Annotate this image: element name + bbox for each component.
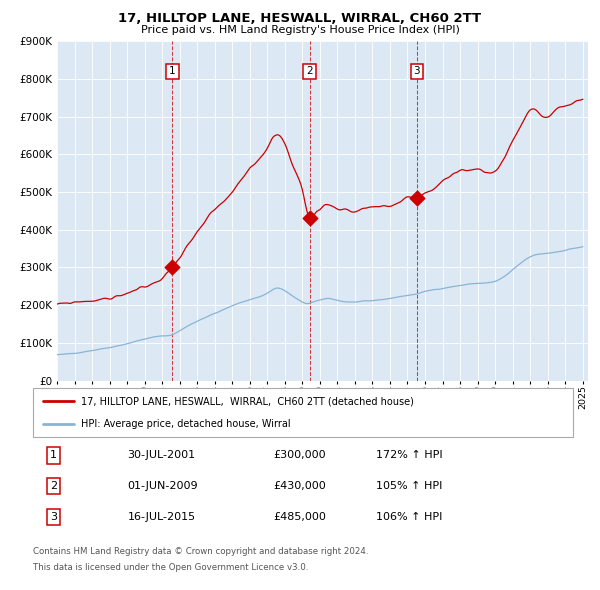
Text: £430,000: £430,000 — [274, 481, 326, 491]
Text: 3: 3 — [50, 512, 57, 522]
Text: 16-JUL-2015: 16-JUL-2015 — [128, 512, 196, 522]
Text: HPI: Average price, detached house, Wirral: HPI: Average price, detached house, Wirr… — [80, 418, 290, 428]
Text: This data is licensed under the Open Government Licence v3.0.: This data is licensed under the Open Gov… — [33, 563, 308, 572]
Point — [305, 214, 314, 223]
Text: 105% ↑ HPI: 105% ↑ HPI — [376, 481, 442, 491]
Text: £485,000: £485,000 — [274, 512, 326, 522]
Text: 1: 1 — [169, 67, 176, 77]
Text: 172% ↑ HPI: 172% ↑ HPI — [376, 451, 443, 460]
Text: 2: 2 — [50, 481, 57, 491]
Text: 106% ↑ HPI: 106% ↑ HPI — [376, 512, 442, 522]
Text: 3: 3 — [413, 67, 420, 77]
Text: 1: 1 — [50, 451, 57, 460]
Text: 17, HILLTOP LANE, HESWALL, WIRRAL, CH60 2TT: 17, HILLTOP LANE, HESWALL, WIRRAL, CH60 … — [118, 12, 482, 25]
Point — [412, 193, 422, 202]
Text: 30-JUL-2001: 30-JUL-2001 — [128, 451, 196, 460]
Text: 01-JUN-2009: 01-JUN-2009 — [128, 481, 198, 491]
Text: 2: 2 — [307, 67, 313, 77]
Text: 17, HILLTOP LANE, HESWALL,  WIRRAL,  CH60 2TT (detached house): 17, HILLTOP LANE, HESWALL, WIRRAL, CH60 … — [80, 396, 413, 407]
FancyBboxPatch shape — [33, 388, 573, 437]
Text: £300,000: £300,000 — [274, 451, 326, 460]
Point — [167, 263, 177, 272]
Text: Contains HM Land Registry data © Crown copyright and database right 2024.: Contains HM Land Registry data © Crown c… — [33, 547, 368, 556]
Text: Price paid vs. HM Land Registry's House Price Index (HPI): Price paid vs. HM Land Registry's House … — [140, 25, 460, 35]
